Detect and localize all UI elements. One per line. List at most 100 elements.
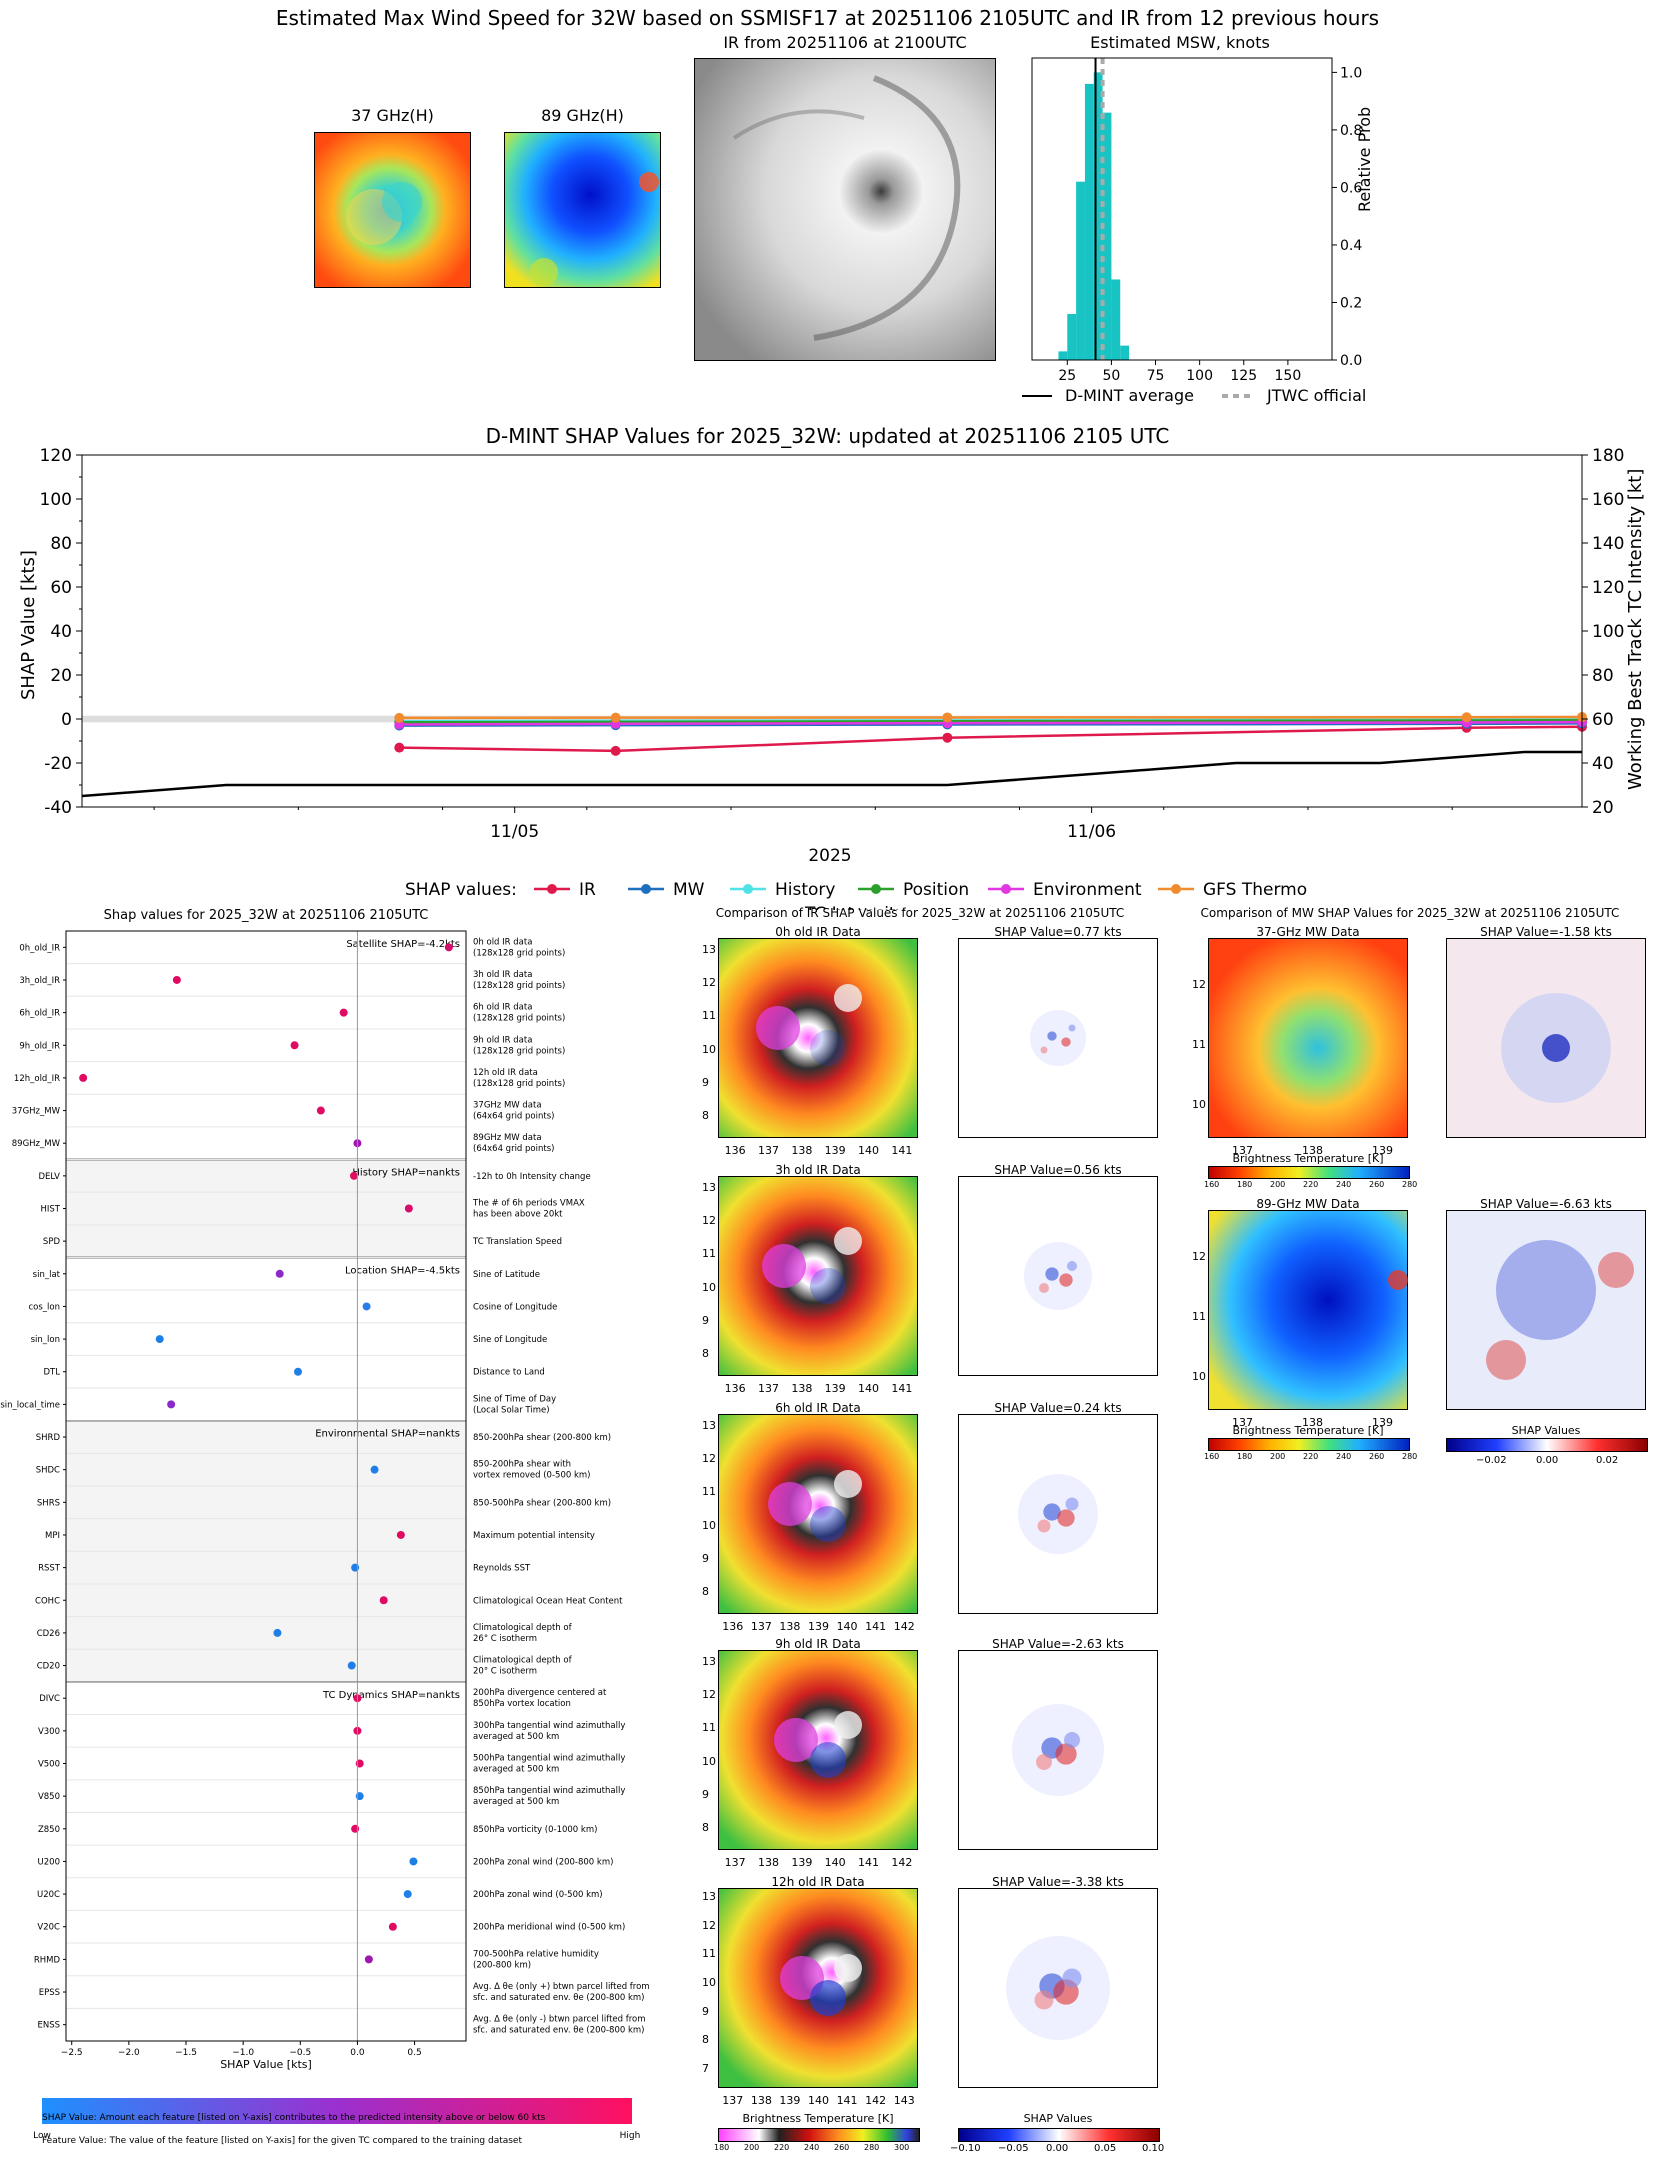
feature-shap-chart: Satellite SHAP=-4.2kts History SHAP=nankt… — [0, 930, 650, 2141]
hist-title: Estimated MSW, knots — [1090, 33, 1270, 52]
feature-name: 9h_old_IR — [19, 1041, 60, 1051]
ir-shap-image — [958, 1650, 1158, 1850]
x-tick-label: 136 — [724, 1382, 746, 1395]
cbar-tick-label: −0.02 — [1476, 1455, 1507, 1466]
series-point-gfs — [942, 712, 953, 723]
y-tick-label: 12 — [702, 1452, 716, 1465]
feature-desc: (128x128 grid points) — [473, 1014, 565, 1024]
feature-name: SHRD — [36, 1433, 61, 1443]
mw-shap-image — [1446, 1210, 1646, 1410]
y-tick-label: 0.8 — [1340, 123, 1362, 139]
feature-name: 6h_old_IR — [19, 1009, 60, 1019]
feature-desc: sfc. and saturated env. θe (200-800 km) — [473, 1993, 645, 2003]
feature-shap-point — [350, 1171, 358, 1180]
ir-shap-cbar-label: SHAP Values — [1023, 2112, 1093, 2125]
feature-desc: 89GHz MW data — [473, 1133, 542, 1143]
x-tick-label: 150 — [1275, 368, 1302, 384]
mw37-image — [314, 132, 471, 288]
cbar-tick-label: 0.02 — [1596, 1455, 1619, 1466]
cbar-tick-label: 0.10 — [1142, 2143, 1165, 2154]
x-tick-label: 142 — [891, 1856, 913, 1869]
y-tick-label: 8 — [702, 1585, 709, 1599]
feature-desc: TC Translation Speed — [472, 1237, 562, 1247]
ir-row-shap-title: SHAP Value=0.56 kts — [994, 1163, 1122, 1177]
feature-shap-point — [290, 1041, 299, 1050]
mw-shap-image — [1446, 938, 1646, 1138]
feature-name: sin_lat — [33, 1270, 61, 1280]
cbar-tick-label: −0.05 — [998, 2143, 1029, 2154]
y-tick-label: 10 — [702, 1754, 716, 1768]
feature-desc: 20° C isotherm — [473, 1667, 537, 1677]
feature-name: 37GHz_MW — [12, 1107, 61, 1117]
feature-desc: Reynolds SST — [473, 1564, 531, 1574]
cbar-tick-label: 240 — [1336, 1180, 1352, 1189]
feature-name: sin_lon — [31, 1335, 60, 1345]
histogram-bar — [1058, 351, 1068, 360]
legend-label-mw: MW — [673, 880, 705, 900]
y-tick-label: 12 — [702, 1688, 716, 1701]
cbar-tick-label: 220 — [1303, 1452, 1319, 1461]
x-tick-label: −1.0 — [232, 2048, 254, 2058]
feature-shap-point — [347, 1661, 356, 1670]
feature-name: 3h_old_IR — [19, 976, 60, 986]
feature-name: DTL — [44, 1368, 61, 1378]
feature-shap-point — [444, 943, 453, 952]
x-tick-label: 140 — [824, 1856, 846, 1869]
feature-desc: 300hPa tangential wind azimuthally — [473, 1721, 625, 1731]
feature-desc: 850hPa tangential wind azimuthally — [473, 1786, 625, 1796]
zero-band — [82, 715, 1582, 723]
x-tick-label: 139 — [779, 2094, 801, 2107]
cbar-tick-label: 180 — [714, 2143, 730, 2152]
feature-desc: (128x128 grid points) — [473, 948, 565, 958]
y2-tick-label: 60 — [1592, 710, 1614, 730]
feature-name: ENSS — [37, 2021, 60, 2031]
feature-desc: Climatological depth of — [473, 1623, 573, 1633]
series-point-ir — [942, 732, 953, 743]
x-tick-label: 125 — [1230, 368, 1257, 384]
y-tick-label: -20 — [44, 754, 72, 774]
feature-desc: 700-500hPa relative humidity — [473, 1949, 599, 1959]
ir-data-image — [718, 938, 918, 1138]
feature-name: CD20 — [37, 1662, 60, 1672]
legend-label-environment: Environment — [1033, 880, 1142, 900]
y-tick-label: 12 — [1192, 978, 1206, 991]
y-tick-label: 11 — [702, 1485, 716, 1499]
cbar-tick-label: 240 — [1336, 1452, 1352, 1461]
feature-name: SHDC — [36, 1466, 60, 1476]
ts-ylabel-left: SHAP Value [kts] — [18, 550, 39, 700]
ir-shap-image — [958, 938, 1158, 1138]
mw-row-data-title: 37-GHz MW Data — [1256, 925, 1360, 939]
cbar-tick-label: 180 — [1237, 1452, 1253, 1461]
feature-shap-point — [404, 1204, 413, 1213]
ir-row-shap-title: SHAP Value=0.77 kts — [994, 925, 1122, 939]
series-line-ir — [399, 725, 1583, 753]
feature-desc: averaged at 500 km — [473, 1765, 559, 1775]
mw-data-image — [1208, 1210, 1408, 1410]
histogram-bar — [1102, 112, 1112, 360]
feature-shap-point — [379, 1596, 388, 1605]
x-tick-label: 0.0 — [350, 2048, 365, 2058]
feature-name: CD26 — [37, 1629, 60, 1639]
feature-name: HIST — [41, 1205, 61, 1215]
histogram-bar — [1120, 345, 1130, 360]
y-tick-label: 12 — [1192, 1250, 1206, 1263]
shap-ts-title: D-MINT SHAP Values for 2025_32W: updated… — [485, 424, 1170, 448]
y-tick-label: 8 — [702, 2033, 709, 2047]
feature-name: DIVC — [39, 1694, 60, 1704]
cbar-tick-label: 260 — [1369, 1180, 1385, 1189]
group-band — [66, 1159, 466, 1258]
ir-row-shap-title: SHAP Value=0.24 kts — [994, 1401, 1122, 1415]
series-point-gfs — [394, 712, 405, 723]
feature-value-colorbar — [42, 2098, 632, 2124]
x-tick-label: 141 — [865, 1620, 887, 1633]
hist-ylabel: Relative Prob — [1355, 106, 1374, 212]
x-tick-label: 138 — [758, 1856, 779, 1869]
feature-shap-point — [339, 1008, 348, 1017]
y2-tick-label: 20 — [1592, 798, 1614, 818]
feature-name: V850 — [38, 1792, 60, 1802]
ir-row-data-title: 12h old IR Data — [771, 1875, 865, 1889]
feature-name: cos_lon — [28, 1302, 60, 1312]
feature-name: MPI — [45, 1531, 60, 1541]
feature-name: 0h_old_IR — [19, 943, 60, 953]
feature-desc: The # of 6h periods VMAX — [472, 1199, 585, 1209]
